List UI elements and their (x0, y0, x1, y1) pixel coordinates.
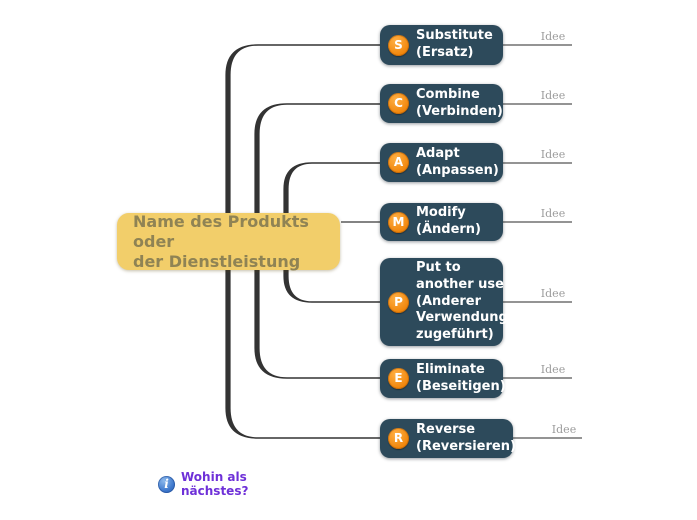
connector-adapt (283, 162, 381, 216)
idea-placeholder-modify[interactable]: Idee (540, 207, 566, 220)
topic-adapt[interactable]: A Adapt (Anpassen) (380, 143, 503, 182)
idea-placeholder-eliminate[interactable]: Idee (540, 363, 566, 376)
letter-badge-p: P (388, 291, 409, 313)
idea-placeholder-combine[interactable]: Idee (540, 89, 566, 102)
info-icon: i (158, 475, 175, 493)
topic-label: Adapt (Anpassen) (416, 145, 499, 178)
topic-label: Reverse (Reversieren) (416, 421, 516, 454)
topic-reverse[interactable]: R Reverse (Reversieren) (380, 419, 516, 458)
central-topic[interactable]: Name des Produkts oder der Dienstleistun… (117, 211, 340, 271)
central-topic-label: Name des Produkts oder der Dienstleistun… (133, 211, 309, 271)
topic-put-to-another-use[interactable]: P Put to another use (Anderer Verwendung… (380, 258, 508, 346)
connector-reverse (225, 268, 381, 439)
letter-badge-s: S (388, 34, 409, 56)
connector-eliminate (254, 268, 381, 379)
topic-label: Substitute (Ersatz) (416, 28, 493, 60)
topic-modify[interactable]: M Modify (Ändern) (380, 203, 503, 241)
topic-label: Modify (Ändern) (416, 205, 481, 237)
topic-label: Put to another use (Anderer Verwendung z… (416, 259, 508, 343)
letter-badge-a: A (388, 152, 409, 173)
letter-badge-r: R (388, 428, 409, 449)
idea-placeholder-put-to-another-use[interactable]: Idee (540, 287, 566, 300)
idea-placeholder-reverse[interactable]: Idee (551, 423, 577, 436)
topic-label: Combine (Verbinden) (416, 86, 503, 119)
topic-substitute[interactable]: S Substitute (Ersatz) (380, 25, 503, 65)
letter-badge-m: M (388, 211, 409, 233)
letter-badge-c: C (388, 93, 409, 114)
where-to-next-link[interactable]: i Wohin als nächstes? (158, 470, 248, 499)
idea-placeholder-substitute[interactable]: Idee (540, 30, 566, 43)
topic-eliminate[interactable]: E Eliminate (Beseitigen) (380, 359, 506, 398)
letter-badge-e: E (388, 368, 409, 389)
connector-put-to-another-use (283, 268, 381, 303)
where-to-next-label: Wohin als nächstes? (181, 470, 249, 499)
idea-placeholder-adapt[interactable]: Idee (540, 148, 566, 161)
connector-combine (254, 103, 381, 216)
topic-label: Eliminate (Beseitigen) (416, 361, 506, 394)
connector-substitute (225, 44, 381, 216)
topic-combine[interactable]: C Combine (Verbinden) (380, 84, 503, 123)
